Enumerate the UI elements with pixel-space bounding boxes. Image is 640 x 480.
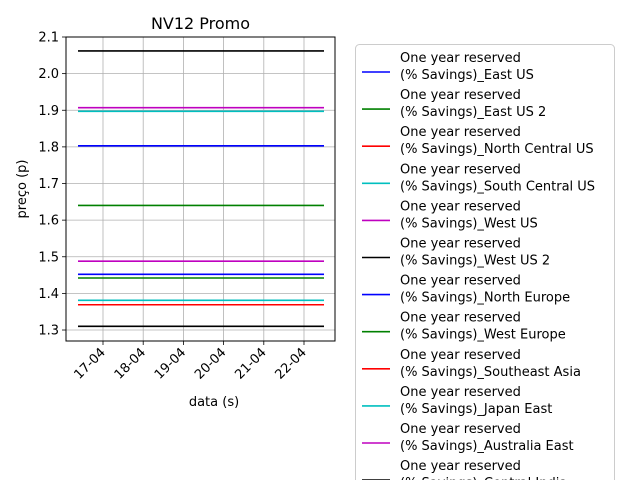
y-tick-label: 1.7 [38, 177, 59, 192]
y-axis: 1.3 1.4 1.5 1.6 1.7 1.8 1.9 2.0 2.1 [38, 31, 66, 339]
legend-label: (% Savings)_Japan East [400, 402, 552, 417]
legend-label: One year reserved [400, 125, 521, 140]
x-tick-label: 18-04 [112, 345, 149, 382]
y-tick-label: 1.8 [38, 140, 59, 155]
legend-label: One year reserved [400, 422, 521, 437]
legend-label: (% Savings)_Southeast Asia [400, 365, 581, 380]
y-tick-label: 2.1 [38, 31, 59, 46]
legend-label: One year reserved [400, 199, 521, 214]
x-tick-label: 21-04 [232, 345, 269, 382]
legend-label: (% Savings)_Central India [400, 476, 567, 480]
legend-label: (% Savings)_North Europe [400, 291, 570, 306]
legend-label: One year reserved [400, 162, 521, 177]
x-tick-label: 22-04 [273, 345, 310, 382]
legend-item: One year reserved (% Savings)_West Europe [362, 311, 566, 343]
legend-label: One year reserved [400, 311, 521, 326]
y-tick-label: 1.5 [38, 250, 59, 265]
legend-item: One year reserved (% Savings)_West US 2 [362, 237, 550, 269]
legend-label: One year reserved [400, 348, 521, 363]
y-tick-label: 1.3 [38, 324, 59, 339]
y-tick-label: 2.0 [38, 67, 59, 82]
legend-item: One year reserved (% Savings)_Japan East [362, 385, 552, 417]
y-tick-label: 1.4 [38, 287, 59, 302]
x-axis-label: data (s) [189, 395, 239, 410]
legend-item: One year reserved (% Savings)_Central Ind… [362, 459, 567, 480]
legend-item: One year reserved (% Savings)_North Centr… [362, 125, 594, 157]
legend-label: (% Savings)_West US 2 [400, 254, 550, 269]
legend-frame [355, 44, 615, 480]
legend-item: One year reserved (% Savings)_South Centr… [362, 162, 595, 194]
legend-item: One year reserved (% Savings)_Australia E… [362, 422, 574, 454]
legend: One year reserved(% Savings)_East USOne … [355, 44, 615, 480]
legend-label: (% Savings)_North Central US [400, 142, 594, 157]
legend-item: One year reserved (% Savings)_West US [362, 199, 538, 231]
legend-label: One year reserved [400, 88, 521, 103]
legend-item: One year reserved (% Savings)_North Europ… [362, 274, 570, 306]
legend-label: (% Savings)_East US [400, 68, 534, 83]
legend-label: One year reserved [400, 385, 521, 400]
legend-label: (% Savings)_West US [400, 216, 538, 231]
series-lines [78, 50, 324, 328]
x-tick-label: 20-04 [192, 345, 229, 382]
plot-frame [65, 36, 336, 342]
grid [66, 36, 335, 341]
legend-label: (% Savings)_West Europe [400, 328, 566, 343]
x-tick-label: 17-04 [72, 345, 109, 382]
legend-label: One year reserved [400, 51, 521, 66]
legend-label: One year reserved [400, 459, 521, 474]
y-tick-label: 1.9 [38, 104, 59, 119]
x-axis: 17-04 18-04 19-04 20-04 21-04 22-04 [72, 341, 310, 383]
chart-title: NV12 Promo [151, 14, 250, 33]
legend-item: One year reserved (% Savings)_East US [362, 51, 534, 83]
y-tick-label: 1.6 [38, 214, 59, 229]
y-axis-label: preço (p) [15, 160, 30, 219]
legend-item: One year reserved (% Savings)_East US 2 [362, 88, 546, 120]
legend-label: (% Savings)_Australia East [400, 439, 574, 454]
legend-label: One year reserved [400, 274, 521, 289]
legend-label: (% Savings)_South Central US [400, 179, 595, 194]
legend-label: One year reserved [400, 237, 521, 252]
legend-label: (% Savings)_East US 2 [400, 105, 546, 120]
x-tick-label: 19-04 [152, 345, 189, 382]
legend-item: One year reserved (% Savings)_Southeast A… [362, 348, 581, 380]
